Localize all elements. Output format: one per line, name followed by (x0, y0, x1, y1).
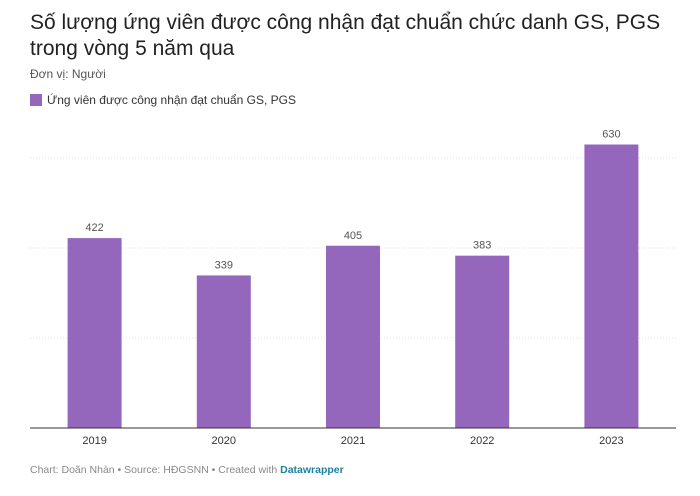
bar (584, 144, 639, 428)
x-tick-label: 2022 (470, 435, 494, 447)
x-tick-label: 2023 (599, 435, 623, 447)
bar (67, 238, 122, 428)
chart-footer: Chart: Doãn Nhàn • Source: HĐGSNN • Crea… (30, 464, 344, 476)
legend-label: Ứng viên được công nhận đạt chuẩn GS, PG… (47, 93, 296, 107)
unit-label: Đơn vị: Người (30, 67, 106, 81)
x-tick-label: 2020 (212, 435, 236, 447)
legend: Ứng viên được công nhận đạt chuẩn GS, PG… (30, 93, 296, 107)
x-tick-label: 2019 (82, 435, 106, 447)
bar (326, 245, 380, 428)
datawrapper-link[interactable]: Datawrapper (280, 464, 344, 476)
legend-swatch (30, 94, 42, 106)
x-tick-label: 2021 (341, 435, 365, 447)
bar (196, 275, 251, 428)
data-label: 383 (473, 240, 491, 252)
data-label: 405 (344, 230, 362, 242)
data-label: 630 (602, 129, 620, 141)
bar (455, 255, 510, 428)
footer-credit: Chart: Doãn Nhàn • Source: HĐGSNN • Crea… (30, 464, 281, 476)
data-label: 422 (85, 222, 103, 234)
chart-title: Số lượng ứng viên được công nhận đạt chu… (30, 11, 661, 60)
data-label: 339 (215, 259, 233, 271)
